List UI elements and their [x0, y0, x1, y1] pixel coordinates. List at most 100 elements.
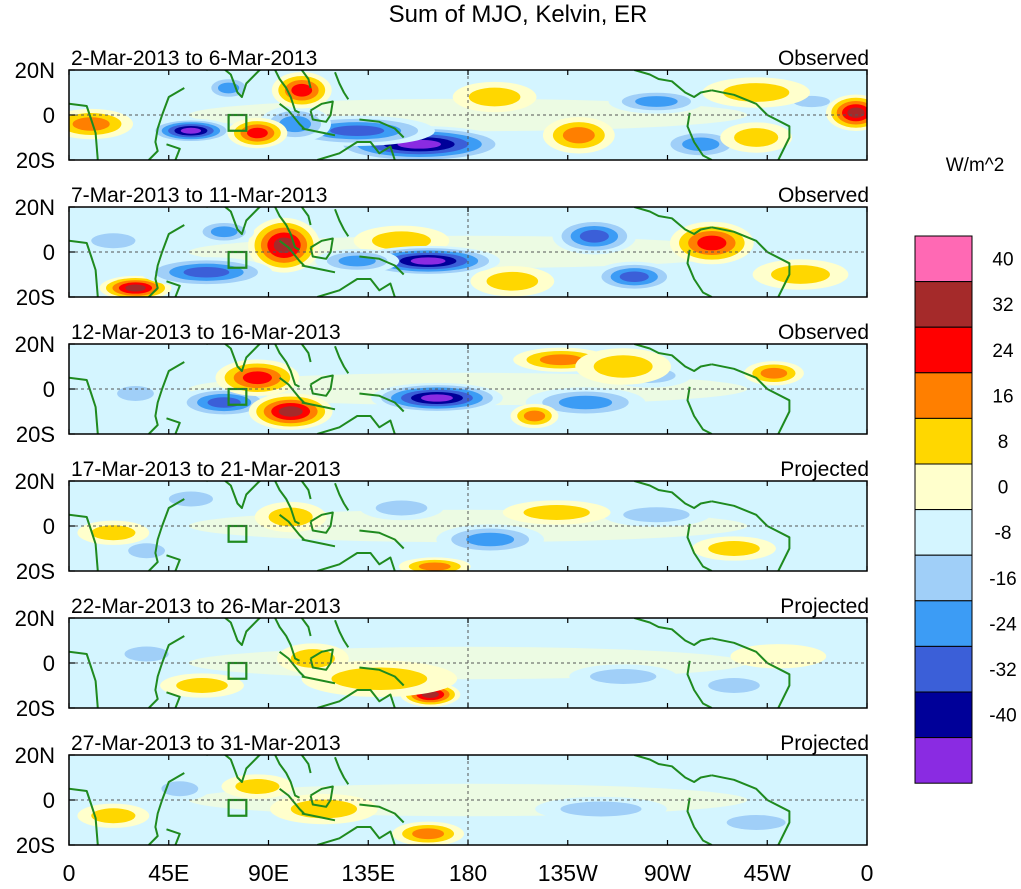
colorbar-swatch	[914, 737, 973, 784]
coastline	[301, 127, 336, 137]
anomaly-cell	[513, 347, 609, 372]
colorbar-level-label: 0	[998, 478, 1009, 499]
anomaly-cell	[542, 117, 615, 154]
colorbar-swatch	[914, 417, 973, 465]
contour-band	[291, 83, 313, 97]
contour-band	[682, 137, 720, 151]
colorbar-swatch	[914, 281, 973, 328]
anomaly-cell	[254, 501, 327, 533]
colorbar: W/m^2 40 32 24 16 8 0 -8 -16 -24 -32 -40	[914, 155, 1017, 784]
coastline	[309, 785, 334, 808]
colorbar-swatch	[914, 600, 973, 647]
coastline	[334, 345, 350, 374]
contour-band	[161, 781, 199, 797]
x-tick-label: 180	[449, 860, 487, 886]
y-tick-label: 0	[43, 377, 55, 402]
contour-band	[486, 271, 539, 291]
y-tick-label: 20S	[16, 148, 55, 173]
colorbar-units-label: W/m^2	[946, 155, 1005, 176]
coastline	[69, 102, 99, 160]
coastline	[278, 377, 305, 404]
contour-band	[242, 371, 272, 385]
contour-band	[421, 394, 453, 402]
anomaly-cell	[227, 117, 288, 149]
anomaly-cell	[110, 641, 183, 667]
coastline	[148, 87, 185, 160]
panel-status-label: Observed	[778, 321, 869, 344]
colorbar-level-label: 8	[998, 432, 1009, 453]
panel: 17-Mar-2013 to 21-Mar-2013 Projected 20N 0 2…	[15, 458, 869, 584]
panel-period-label: 7-Mar-2013 to 11-Mar-2013	[71, 184, 327, 207]
anomaly-cell	[592, 261, 677, 292]
coastline	[359, 529, 405, 550]
colorbar-level-label: -32	[989, 660, 1016, 681]
contour-band	[375, 500, 428, 516]
contour-band	[619, 271, 649, 283]
contour-band	[235, 779, 280, 794]
anomaly-cell	[392, 821, 464, 845]
coastline	[317, 689, 396, 708]
coastline	[206, 618, 300, 662]
coastline	[309, 237, 334, 260]
panel-status-label: Projected	[780, 595, 869, 618]
contour-band	[760, 367, 788, 379]
x-tick-label: 45E	[148, 860, 189, 886]
coastline	[634, 70, 712, 98]
coastline	[148, 361, 185, 434]
contour-band	[697, 235, 727, 251]
coastline	[359, 118, 405, 139]
contour-band	[847, 107, 865, 118]
colorbar-swatch	[914, 509, 973, 556]
anomaly-cell	[608, 89, 705, 114]
coastline	[334, 482, 350, 511]
panel-status-label: Observed	[778, 47, 869, 70]
contour-band	[91, 525, 136, 541]
anomaly-cell	[99, 275, 172, 297]
coastline	[69, 376, 99, 434]
anomaly-cell	[155, 486, 227, 512]
anomaly-cell	[77, 520, 150, 545]
contour-band	[247, 127, 268, 139]
contour-band	[412, 828, 445, 840]
coastline	[300, 207, 312, 226]
coastline	[309, 648, 334, 671]
panels: 2-Mar-2013 to 6-Mar-2013 Observed 20N 0 20S 7…	[15, 47, 869, 858]
coastline	[278, 651, 305, 678]
panel-period-label: 17-Mar-2013 to 21-Mar-2013	[71, 458, 341, 481]
contour-band	[125, 284, 146, 292]
y-tick-label: 0	[43, 514, 55, 539]
coastlines	[69, 207, 791, 297]
coastline	[634, 344, 712, 372]
coastline	[148, 224, 185, 297]
panel-period-label: 2-Mar-2013 to 6-Mar-2013	[71, 47, 317, 70]
coastline	[686, 797, 713, 845]
panel-status-label: Observed	[778, 184, 869, 207]
anomaly-cell	[720, 122, 793, 153]
panel-period-label: 22-Mar-2013 to 26-Mar-2013	[71, 595, 341, 618]
colorbar-level-label: -40	[989, 706, 1016, 727]
y-tick-label: 20N	[15, 469, 55, 494]
coastline	[206, 207, 300, 251]
contour-band	[124, 646, 169, 662]
contour-band	[418, 562, 451, 571]
anomaly-cell	[743, 361, 804, 386]
anomaly-cell	[105, 381, 166, 406]
coastline	[69, 787, 99, 845]
anomaly-cell	[752, 259, 849, 290]
colorbar-swatch	[914, 554, 973, 602]
contour-band	[468, 87, 521, 107]
panel-period-label: 12-Mar-2013 to 16-Mar-2013	[71, 321, 341, 344]
coastline	[317, 552, 396, 571]
coastline	[206, 755, 300, 799]
coastline	[278, 240, 305, 267]
coastline	[206, 481, 300, 525]
anomaly-cell	[708, 810, 805, 835]
y-tick-label: 20S	[16, 422, 55, 447]
contour-band	[623, 507, 690, 523]
coastline	[206, 70, 300, 114]
anomaly-cell	[77, 803, 150, 828]
anomaly-cell	[398, 557, 471, 571]
contour-band	[466, 532, 515, 547]
coastlines	[69, 481, 791, 571]
